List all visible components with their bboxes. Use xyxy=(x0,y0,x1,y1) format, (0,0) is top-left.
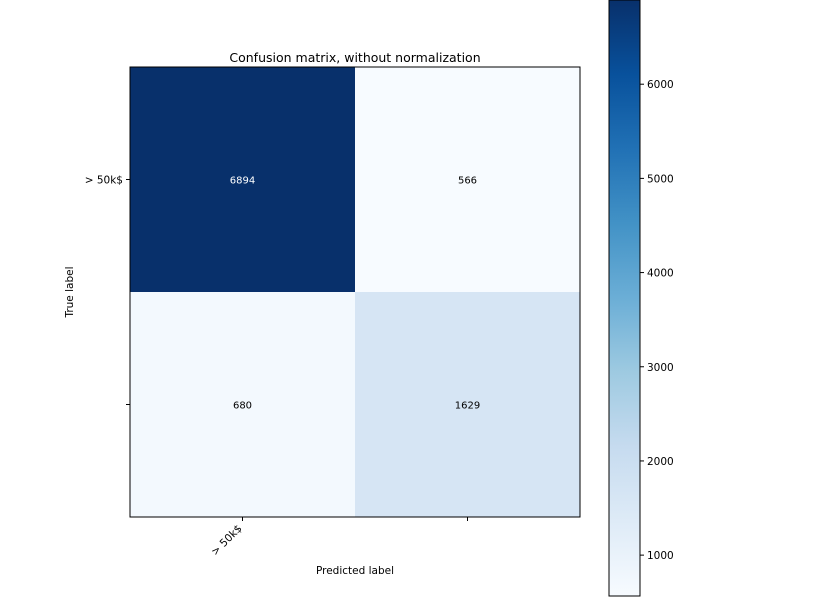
colorbar-ticks: 1000 2000 3000 4000 5000 6000 xyxy=(640,79,674,562)
cell-value-r0-c0: 6894 xyxy=(230,176,255,187)
colorbar-tick-label-2: 3000 xyxy=(647,362,674,374)
colorbar-tick-label-1: 2000 xyxy=(647,456,674,468)
cell-value-r1-c1: 1629 xyxy=(455,401,480,412)
heatmap-cell-labels: 6894 566 680 1629 xyxy=(230,176,480,412)
heatmap-cell-r0-c1 xyxy=(355,67,580,292)
colorbar-tick-label-5: 6000 xyxy=(647,79,674,91)
heatmap-cell-r0-c0 xyxy=(130,67,355,292)
y-tick-label-0: > 50k$ xyxy=(85,175,123,187)
plot-frame xyxy=(129,66,581,518)
colorbar-tick-label-3: 4000 xyxy=(647,268,674,280)
heatmap-cell-r1-c0 xyxy=(130,292,355,517)
colorbar xyxy=(608,0,641,597)
heatmap-cells xyxy=(130,67,580,517)
x-axis-label: Predicted label xyxy=(316,565,394,577)
y-axis-ticks: > 50k$ xyxy=(85,175,130,405)
colorbar-tick-label-0: 1000 xyxy=(647,550,674,562)
chart-title: Confusion matrix, without normalization xyxy=(229,50,480,65)
y-axis-label: True label xyxy=(64,266,76,318)
cell-value-r1-c0: 680 xyxy=(233,401,252,412)
x-axis-ticks: > 50k$ xyxy=(209,517,468,559)
heatmap-cell-r1-c1 xyxy=(355,292,580,517)
colorbar-tick-label-4: 5000 xyxy=(647,173,674,185)
x-tick-label-0: > 50k$ xyxy=(209,523,245,559)
cell-value-r0-c1: 566 xyxy=(458,176,477,187)
